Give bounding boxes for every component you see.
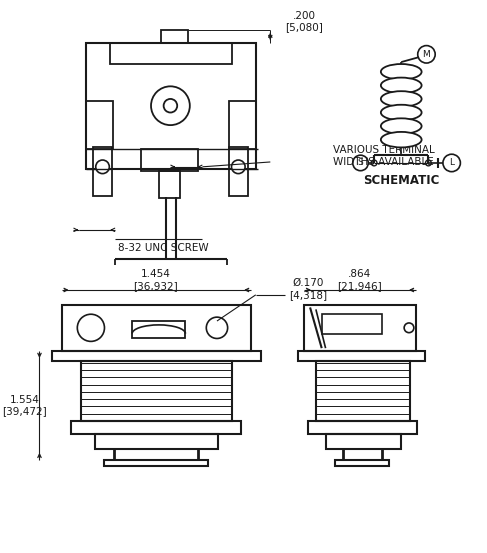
Circle shape [371, 160, 377, 166]
Bar [326, 434, 401, 449]
Text: .200
[5,080]: .200 [5,080] [285, 11, 323, 32]
Bar [62, 305, 251, 351]
Circle shape [404, 323, 414, 333]
Bar [308, 421, 417, 434]
Text: SCHEMATIC: SCHEMATIC [363, 174, 439, 187]
Bar [86, 101, 113, 149]
Bar [86, 43, 256, 169]
Circle shape [151, 86, 190, 125]
Circle shape [353, 155, 368, 171]
Circle shape [231, 160, 245, 174]
Ellipse shape [381, 105, 422, 120]
Circle shape [164, 99, 177, 112]
Bar [299, 351, 425, 361]
Bar [52, 351, 261, 361]
Bar [81, 361, 231, 421]
Circle shape [77, 314, 105, 341]
Ellipse shape [381, 77, 422, 93]
Bar [228, 148, 248, 196]
Bar [110, 43, 231, 64]
Bar [335, 460, 389, 467]
Bar [105, 460, 208, 467]
Circle shape [96, 160, 109, 174]
Bar [316, 361, 410, 421]
Ellipse shape [381, 132, 422, 148]
Bar [95, 434, 218, 449]
Bar [159, 171, 180, 198]
Circle shape [443, 154, 460, 171]
Text: L: L [449, 159, 454, 168]
Ellipse shape [381, 91, 422, 107]
Bar [228, 101, 256, 149]
Bar [131, 321, 185, 338]
Text: 1.554
[39,472]: 1.554 [39,472] [2, 395, 47, 416]
Text: VARIOUS TERMINAL
WIDTHS AVAILABLE: VARIOUS TERMINAL WIDTHS AVAILABLE [333, 145, 435, 167]
Text: 8-32 UNC SCREW: 8-32 UNC SCREW [118, 243, 209, 253]
Bar [93, 148, 112, 196]
Circle shape [426, 160, 431, 166]
Text: S: S [357, 159, 363, 168]
Text: 1.454
[36,932]: 1.454 [36,932] [133, 269, 178, 291]
Ellipse shape [381, 118, 422, 134]
Bar [161, 30, 188, 43]
Bar [322, 314, 382, 333]
Text: M: M [423, 50, 431, 59]
Circle shape [418, 45, 435, 63]
Ellipse shape [381, 64, 422, 80]
Text: .864
[21,946]: .864 [21,946] [337, 269, 382, 291]
Bar [72, 421, 241, 434]
Bar [141, 149, 198, 171]
Bar [304, 305, 416, 351]
Circle shape [206, 317, 227, 338]
Text: Ø.170
[4,318]: Ø.170 [4,318] [289, 278, 327, 300]
